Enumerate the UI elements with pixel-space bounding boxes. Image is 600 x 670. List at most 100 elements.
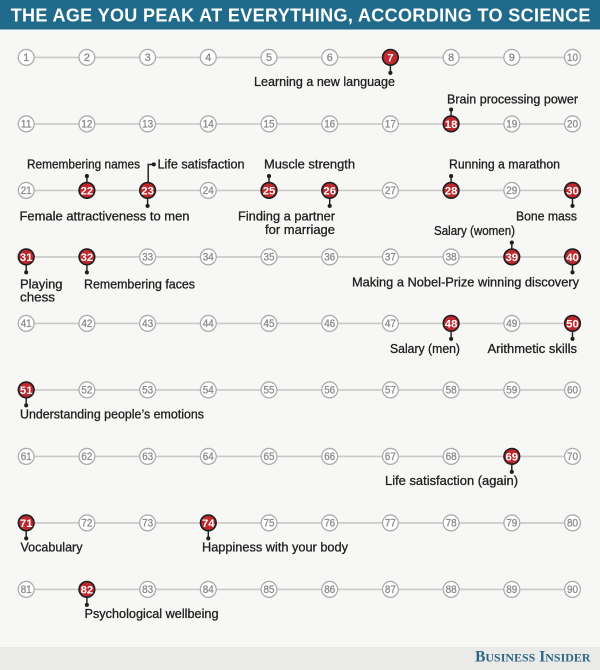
svg-text:24: 24 bbox=[203, 185, 214, 197]
svg-text:29: 29 bbox=[506, 185, 517, 197]
svg-text:57: 57 bbox=[385, 385, 396, 397]
svg-text:Life satisfaction: Life satisfaction bbox=[158, 157, 245, 172]
svg-text:17: 17 bbox=[385, 119, 396, 131]
svg-text:38: 38 bbox=[446, 252, 457, 264]
svg-text:63: 63 bbox=[142, 451, 153, 463]
svg-text:9: 9 bbox=[509, 52, 515, 64]
svg-text:61: 61 bbox=[21, 451, 32, 463]
svg-text:60: 60 bbox=[567, 385, 578, 397]
svg-text:88: 88 bbox=[446, 584, 457, 596]
svg-text:43: 43 bbox=[142, 318, 153, 330]
svg-text:BUSINESS INSIDER: BUSINESS INSIDER bbox=[475, 649, 591, 666]
svg-text:40: 40 bbox=[566, 252, 579, 264]
svg-text:Salary (women): Salary (women) bbox=[434, 223, 515, 238]
svg-text:32: 32 bbox=[81, 252, 94, 264]
svg-text:Arithmetic skills: Arithmetic skills bbox=[488, 341, 578, 356]
svg-text:5: 5 bbox=[266, 52, 272, 64]
svg-text:90: 90 bbox=[567, 584, 578, 596]
svg-text:80: 80 bbox=[567, 518, 578, 530]
svg-text:73: 73 bbox=[142, 518, 153, 530]
svg-text:85: 85 bbox=[264, 584, 275, 596]
svg-text:Running a marathon: Running a marathon bbox=[449, 157, 560, 172]
svg-text:16: 16 bbox=[324, 119, 335, 131]
svg-text:Female attractiveness to men: Female attractiveness to men bbox=[20, 209, 190, 224]
svg-text:50: 50 bbox=[566, 319, 579, 331]
svg-text:Playing: Playing bbox=[20, 277, 62, 292]
svg-text:Understanding people’s emotion: Understanding people’s emotions bbox=[20, 406, 204, 421]
svg-text:25: 25 bbox=[263, 186, 276, 198]
svg-text:Life satisfaction (again): Life satisfaction (again) bbox=[385, 473, 518, 488]
svg-text:for marriage: for marriage bbox=[265, 222, 335, 237]
svg-text:Brain processing power: Brain processing power bbox=[447, 92, 579, 107]
svg-text:2: 2 bbox=[84, 52, 90, 64]
svg-text:6: 6 bbox=[327, 52, 333, 64]
svg-text:21: 21 bbox=[21, 185, 32, 197]
svg-text:7: 7 bbox=[387, 53, 393, 65]
svg-text:8: 8 bbox=[448, 52, 454, 64]
svg-text:51: 51 bbox=[20, 385, 33, 397]
svg-text:66: 66 bbox=[324, 451, 335, 463]
svg-text:74: 74 bbox=[202, 518, 215, 530]
svg-text:14: 14 bbox=[203, 119, 214, 131]
svg-text:55: 55 bbox=[264, 385, 275, 397]
svg-text:49: 49 bbox=[506, 318, 517, 330]
svg-text:30: 30 bbox=[566, 186, 579, 198]
svg-text:70: 70 bbox=[567, 451, 578, 463]
svg-text:69: 69 bbox=[506, 452, 519, 464]
svg-text:82: 82 bbox=[81, 585, 94, 597]
svg-text:59: 59 bbox=[506, 385, 517, 397]
svg-text:11: 11 bbox=[21, 119, 32, 131]
svg-text:THE AGE YOU PEAK AT EVERYTHING: THE AGE YOU PEAK AT EVERYTHING, ACCORDIN… bbox=[11, 6, 591, 26]
svg-text:19: 19 bbox=[506, 119, 517, 131]
svg-text:31: 31 bbox=[20, 252, 33, 264]
svg-text:Happiness with your body: Happiness with your body bbox=[202, 540, 349, 555]
svg-text:78: 78 bbox=[446, 518, 457, 530]
svg-text:1: 1 bbox=[23, 52, 29, 64]
svg-text:Salary (men): Salary (men) bbox=[390, 341, 460, 356]
svg-text:52: 52 bbox=[81, 385, 92, 397]
svg-text:Bone mass: Bone mass bbox=[516, 209, 577, 224]
svg-text:75: 75 bbox=[264, 518, 275, 530]
svg-text:20: 20 bbox=[567, 119, 578, 131]
svg-text:33: 33 bbox=[142, 252, 153, 264]
svg-text:37: 37 bbox=[385, 252, 396, 264]
svg-text:chess: chess bbox=[20, 290, 55, 305]
svg-text:71: 71 bbox=[20, 518, 33, 530]
svg-text:3: 3 bbox=[145, 52, 151, 64]
svg-text:77: 77 bbox=[385, 518, 396, 530]
svg-text:27: 27 bbox=[385, 185, 396, 197]
svg-text:28: 28 bbox=[445, 186, 458, 198]
svg-text:23: 23 bbox=[141, 186, 154, 198]
svg-text:10: 10 bbox=[567, 52, 578, 64]
svg-text:45: 45 bbox=[264, 318, 275, 330]
svg-text:26: 26 bbox=[323, 186, 336, 198]
svg-text:39: 39 bbox=[506, 252, 519, 264]
svg-text:65: 65 bbox=[264, 451, 275, 463]
svg-text:58: 58 bbox=[446, 385, 457, 397]
svg-text:83: 83 bbox=[142, 584, 153, 596]
svg-text:Vocabulary: Vocabulary bbox=[21, 540, 84, 555]
svg-text:46: 46 bbox=[324, 318, 335, 330]
svg-text:54: 54 bbox=[203, 385, 214, 397]
svg-text:48: 48 bbox=[445, 319, 458, 331]
svg-text:64: 64 bbox=[203, 451, 214, 463]
svg-text:Learning a new language: Learning a new language bbox=[254, 74, 395, 89]
svg-text:34: 34 bbox=[203, 252, 214, 264]
svg-text:44: 44 bbox=[203, 318, 214, 330]
svg-text:72: 72 bbox=[81, 518, 92, 530]
svg-text:12: 12 bbox=[81, 119, 92, 131]
svg-text:79: 79 bbox=[506, 518, 517, 530]
svg-text:53: 53 bbox=[142, 385, 153, 397]
svg-text:Making a Nobel-Prize winning d: Making a Nobel-Prize winning discovery bbox=[352, 275, 580, 290]
svg-text:67: 67 bbox=[385, 451, 396, 463]
svg-text:22: 22 bbox=[81, 186, 94, 198]
svg-text:89: 89 bbox=[506, 584, 517, 596]
svg-text:15: 15 bbox=[264, 119, 275, 131]
svg-text:47: 47 bbox=[385, 318, 396, 330]
svg-text:56: 56 bbox=[324, 385, 335, 397]
svg-text:76: 76 bbox=[324, 518, 335, 530]
svg-text:41: 41 bbox=[21, 318, 32, 330]
svg-text:84: 84 bbox=[203, 584, 214, 596]
svg-text:68: 68 bbox=[446, 451, 457, 463]
svg-text:87: 87 bbox=[385, 584, 396, 596]
